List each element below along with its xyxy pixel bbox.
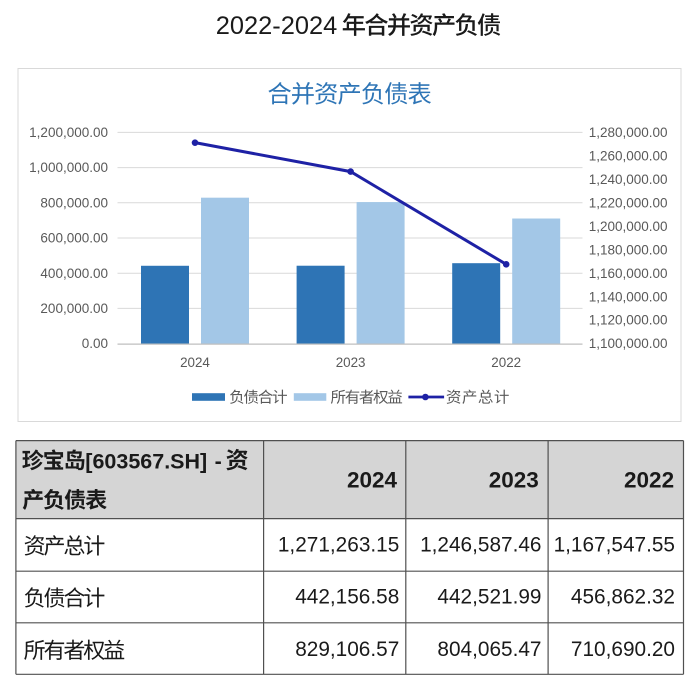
svg-text:1,120,000.00: 1,120,000.00 <box>589 313 668 328</box>
svg-text:456,862.32: 456,862.32 <box>571 585 675 608</box>
svg-text:1,271,263.15: 1,271,263.15 <box>278 533 399 556</box>
svg-text:1,246,587.46: 1,246,587.46 <box>420 533 541 556</box>
svg-text:2023: 2023 <box>336 355 366 370</box>
svg-text:1,240,000.00: 1,240,000.00 <box>589 172 668 187</box>
svg-text:2022: 2022 <box>491 355 521 370</box>
svg-text:2024: 2024 <box>347 467 398 492</box>
svg-text:2022: 2022 <box>624 467 674 492</box>
svg-text:829,106.57: 829,106.57 <box>295 638 399 661</box>
svg-text:710,690.20: 710,690.20 <box>571 638 675 661</box>
svg-text:1,200,000.00: 1,200,000.00 <box>29 125 108 140</box>
svg-text:1,280,000.00: 1,280,000.00 <box>589 125 668 140</box>
svg-text:200,000.00: 200,000.00 <box>40 301 108 316</box>
svg-text:2024: 2024 <box>180 355 210 370</box>
svg-text:[603567.SH]: [603567.SH] <box>85 449 207 473</box>
svg-text:2023: 2023 <box>489 467 539 492</box>
svg-text:1,000,000.00: 1,000,000.00 <box>29 160 108 175</box>
svg-text:0.00: 0.00 <box>82 336 108 351</box>
svg-text:1,100,000.00: 1,100,000.00 <box>589 336 668 351</box>
svg-text:1,220,000.00: 1,220,000.00 <box>589 195 668 210</box>
svg-text:800,000.00: 800,000.00 <box>40 195 108 210</box>
svg-text:400,000.00: 400,000.00 <box>40 266 108 281</box>
svg-text:442,521.99: 442,521.99 <box>437 585 541 608</box>
svg-text:1,140,000.00: 1,140,000.00 <box>589 289 668 304</box>
svg-text:-: - <box>215 449 222 473</box>
svg-text:2022-2024: 2022-2024 <box>216 12 337 40</box>
svg-text:1,167,547.55: 1,167,547.55 <box>554 533 675 556</box>
svg-text:1,160,000.00: 1,160,000.00 <box>589 266 668 281</box>
svg-text:442,156.58: 442,156.58 <box>295 585 399 608</box>
svg-text:600,000.00: 600,000.00 <box>40 231 108 246</box>
svg-text:1,180,000.00: 1,180,000.00 <box>589 242 668 257</box>
svg-text:1,200,000.00: 1,200,000.00 <box>589 219 668 234</box>
svg-text:804,065.47: 804,065.47 <box>437 638 541 661</box>
svg-text:1,260,000.00: 1,260,000.00 <box>589 148 668 163</box>
